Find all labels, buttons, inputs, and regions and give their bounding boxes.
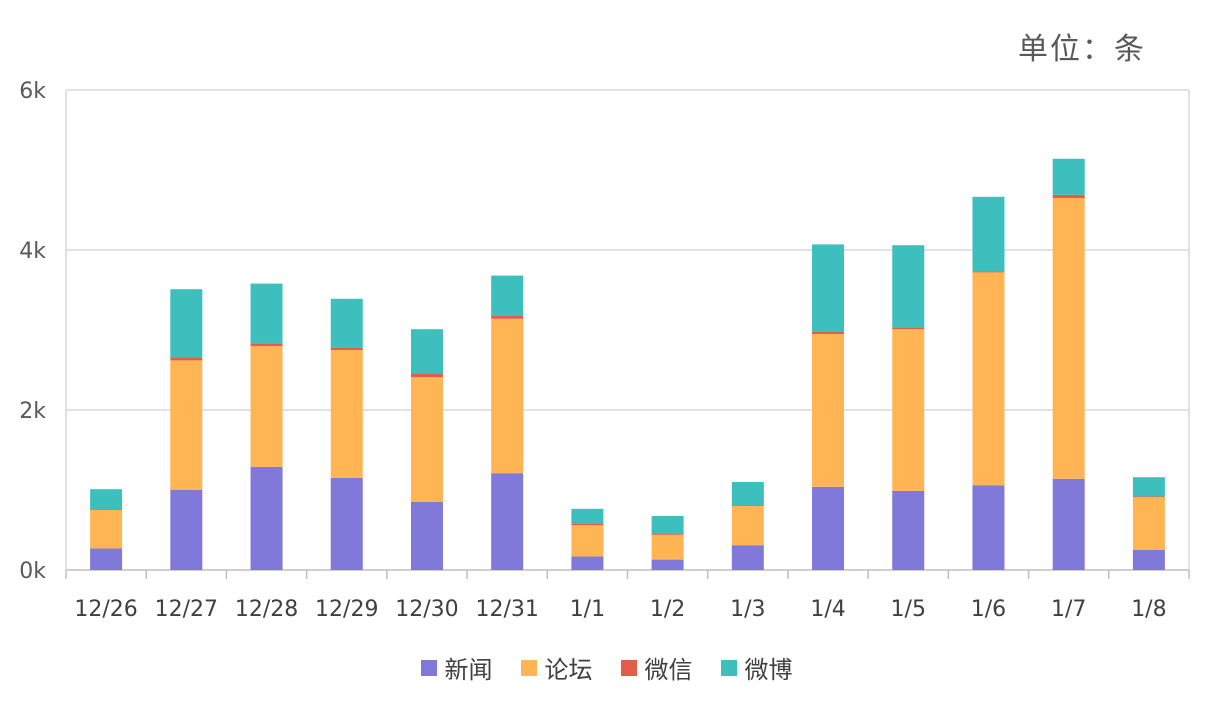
bar-news bbox=[170, 490, 203, 570]
bar-wechat bbox=[812, 331, 845, 334]
bar-wechat bbox=[330, 347, 363, 350]
bar-forum bbox=[1052, 198, 1085, 479]
bar-news bbox=[651, 559, 684, 570]
bar-wechat bbox=[892, 327, 925, 330]
bar-forum bbox=[731, 506, 764, 546]
x-tick-label: 1/4 bbox=[810, 597, 845, 622]
legend-label-wechat: 微信 bbox=[644, 656, 693, 684]
legend-label-forum: 论坛 bbox=[544, 656, 593, 684]
legend-item-weibo: 微博 bbox=[720, 650, 793, 685]
bar-weibo bbox=[731, 482, 764, 506]
bar-forum bbox=[491, 318, 524, 474]
stacked-bar-chart: 0k 2k 4k 6k 12/26 12/27 12/28 12/29 12/30 12/31 1/… bbox=[19, 79, 1190, 622]
x-tick-label: 1/2 bbox=[650, 597, 685, 622]
x-tick-label: 12/28 bbox=[235, 597, 298, 622]
bar-wechat bbox=[491, 315, 524, 319]
bar-news bbox=[491, 473, 524, 570]
bar-forum bbox=[571, 525, 604, 557]
bar-forum bbox=[892, 329, 925, 491]
bar-forum bbox=[972, 272, 1005, 486]
bar-wechat bbox=[651, 533, 684, 535]
bar-wechat bbox=[972, 271, 1005, 273]
x-tick-label: 1/5 bbox=[891, 597, 926, 622]
x-tick-label: 1/1 bbox=[570, 597, 605, 622]
bar-news bbox=[571, 556, 604, 570]
bar-wechat bbox=[571, 524, 604, 526]
legend-label-weibo: 微博 bbox=[744, 656, 793, 684]
bar-wechat bbox=[1052, 194, 1085, 198]
bar-news bbox=[731, 545, 764, 570]
legend-item-wechat: 微信 bbox=[620, 650, 693, 685]
bar-weibo bbox=[491, 275, 524, 316]
bar-weibo bbox=[250, 283, 283, 344]
bar-news bbox=[1052, 478, 1085, 570]
bar-news bbox=[892, 490, 925, 570]
bar-weibo bbox=[651, 516, 684, 534]
bar-wechat bbox=[731, 505, 764, 506]
legend-label-news: 新闻 bbox=[444, 656, 493, 684]
bar-forum bbox=[651, 534, 684, 560]
x-tick-label: 1/7 bbox=[1051, 597, 1086, 622]
bar-forum bbox=[1132, 497, 1165, 550]
bar-wechat bbox=[250, 343, 283, 346]
bar-weibo bbox=[170, 289, 203, 358]
bar-weibo bbox=[571, 508, 604, 524]
unit-label: 单位：条 bbox=[1018, 32, 1146, 67]
x-tick-label: 12/27 bbox=[155, 597, 218, 622]
bar-weibo bbox=[330, 298, 363, 348]
bar-news bbox=[812, 486, 845, 570]
bar-news bbox=[1132, 550, 1165, 570]
x-tick-label: 1/6 bbox=[971, 597, 1006, 622]
bar-news bbox=[330, 478, 363, 570]
bar-weibo bbox=[90, 489, 123, 510]
bar-news bbox=[90, 548, 123, 570]
legend: 新闻 论坛 微信 微博 bbox=[0, 650, 1213, 685]
y-tick-label: 2k bbox=[19, 399, 46, 424]
legend-item-forum: 论坛 bbox=[520, 650, 593, 685]
bar-wechat bbox=[1132, 496, 1165, 498]
bar-weibo bbox=[1132, 477, 1165, 497]
bar-weibo bbox=[812, 244, 845, 332]
bar-weibo bbox=[892, 245, 925, 328]
bar-wechat bbox=[410, 374, 443, 378]
bar-wechat bbox=[90, 509, 123, 510]
bar-wechat bbox=[170, 357, 203, 361]
bar-forum bbox=[330, 350, 363, 478]
legend-item-news: 新闻 bbox=[420, 650, 493, 685]
x-tick-label: 1/3 bbox=[730, 597, 765, 622]
bar-news bbox=[410, 502, 443, 570]
bar-forum bbox=[90, 510, 123, 549]
legend-swatch-weibo bbox=[720, 659, 737, 676]
bar-weibo bbox=[410, 329, 443, 374]
bar-forum bbox=[812, 334, 845, 487]
x-tick-label: 12/30 bbox=[395, 597, 458, 622]
bar-forum bbox=[250, 346, 283, 467]
legend-swatch-forum bbox=[520, 659, 537, 676]
x-tick-label: 12/26 bbox=[74, 597, 137, 622]
bar-weibo bbox=[1052, 158, 1085, 195]
x-tick-label: 12/31 bbox=[475, 597, 538, 622]
legend-swatch-news bbox=[420, 659, 437, 676]
bar-forum bbox=[170, 360, 203, 490]
y-tick-label: 4k bbox=[19, 239, 46, 264]
x-tick-label: 12/29 bbox=[315, 597, 378, 622]
y-tick-label: 0k bbox=[19, 559, 46, 584]
bar-forum bbox=[410, 377, 443, 502]
x-tick-label: 1/8 bbox=[1131, 597, 1166, 622]
y-tick-label: 6k bbox=[19, 79, 46, 104]
bar-weibo bbox=[972, 196, 1005, 272]
legend-swatch-wechat bbox=[620, 659, 637, 676]
bar-news bbox=[250, 466, 283, 570]
bar-news bbox=[972, 485, 1005, 570]
